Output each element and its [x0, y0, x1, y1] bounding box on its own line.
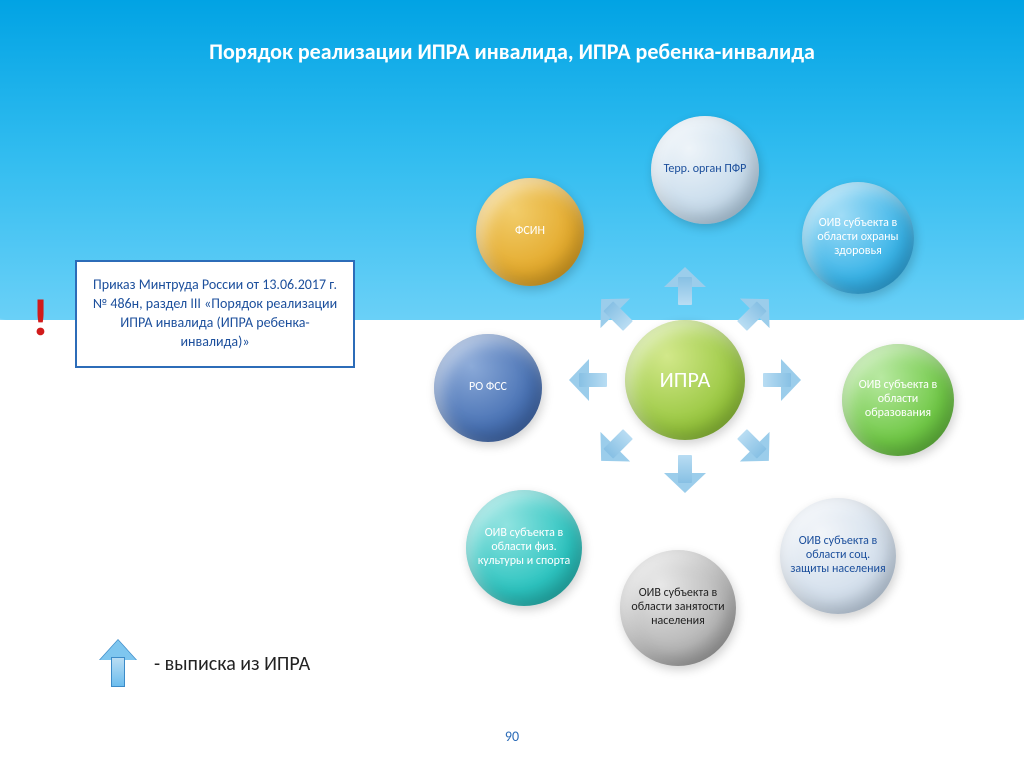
page-number: 90 [0, 728, 1024, 745]
legend-arrow-icon [100, 640, 136, 688]
satellite-node: ОИВ субъекта в области охраны здоровья [802, 182, 914, 294]
radial-arrow-icon [759, 359, 801, 401]
legend: - выписка из ИПРА [100, 640, 310, 688]
ipr a-radial-diagram: ИПРА Терр. орган ПФР ОИВ субъекта в област… [440, 110, 1000, 670]
center-node: ИПРА [625, 320, 745, 440]
exclamation-icon: ! [32, 285, 49, 349]
legend-label: - выписка из ИПРА [154, 652, 310, 676]
order-reference-box: Приказ Минтруда России от 13.06.2017 г. … [75, 260, 355, 368]
radial-arrow-icon [724, 416, 783, 475]
radial-arrow-icon [724, 284, 783, 343]
radial-arrow-icon [586, 284, 645, 343]
page-title: Порядок реализации ИПРА инвалида, ИПРА р… [0, 38, 1024, 65]
satellite-node: ОИВ субъекта в области занятости населен… [620, 550, 736, 666]
satellite-node: Терр. орган ПФР [651, 116, 759, 224]
satellite-node: ОИВ субъекта в области образования [842, 344, 954, 456]
satellite-node: РО ФСС [434, 334, 542, 442]
radial-arrow-icon [586, 416, 645, 475]
radial-arrow-icon [664, 267, 706, 309]
satellite-node: ОИВ субъекта в области физ. культуры и с… [466, 490, 582, 606]
radial-arrow-icon [569, 359, 611, 401]
satellite-node: ОИВ субъекта в области соц. защиты насел… [780, 498, 896, 614]
satellite-node: ФСИН [476, 178, 584, 286]
radial-arrow-icon [664, 451, 706, 493]
